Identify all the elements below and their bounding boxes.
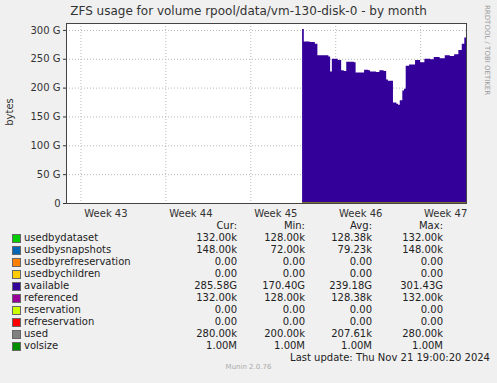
- html-text:0.00: 0.00: [420, 268, 443, 279]
- html-text:1.00M: 1.00M: [412, 340, 443, 351]
- svg-text:Week 43: Week 43: [84, 208, 127, 219]
- svg-text:200 G: 200 G: [30, 82, 60, 93]
- html-text:bytes: bytes: [4, 98, 15, 126]
- html-text:usedbysnapshots: usedbysnapshots: [24, 244, 112, 255]
- html-text:148.00k: 148.00k: [402, 244, 443, 255]
- html-text:0.00: 0.00: [349, 304, 372, 315]
- svg-text:0: 0: [54, 198, 60, 209]
- html-text:Cur:: Cur:: [216, 220, 237, 231]
- svg-text:Week 45: Week 45: [254, 208, 297, 219]
- html-text:1.00M: 1.00M: [206, 340, 237, 351]
- html-text:0.00: 0.00: [214, 316, 237, 327]
- html-text:0.00: 0.00: [214, 256, 237, 267]
- html-text:0.00: 0.00: [214, 268, 237, 279]
- html-text:0.00: 0.00: [420, 256, 443, 267]
- html-text:239.18G: 239.18G: [329, 280, 372, 291]
- html-text:72.00k: 72.00k: [270, 244, 305, 255]
- html-text:Max:: Max:: [419, 220, 443, 231]
- html-text:0.00: 0.00: [349, 316, 372, 327]
- html-text:used: used: [24, 328, 49, 339]
- html-text:ZFS usage for volume rpool/dat: ZFS usage for volume rpool/data/vm-130-d…: [70, 4, 427, 18]
- html-text:available: available: [24, 280, 70, 291]
- html-text:referenced: referenced: [24, 292, 79, 303]
- html-text:128.38k: 128.38k: [331, 232, 372, 243]
- html-text:280.00k: 280.00k: [196, 328, 237, 339]
- html-text:0.00: 0.00: [282, 256, 305, 267]
- html-text:usedbychildren: usedbychildren: [24, 268, 101, 279]
- svg-text:Week 47: Week 47: [424, 208, 467, 219]
- html-text:128.38k: 128.38k: [331, 292, 372, 303]
- svg-text:100 G: 100 G: [30, 140, 60, 151]
- html-text:0.00: 0.00: [214, 304, 237, 315]
- html-text:128.00k: 128.00k: [264, 232, 305, 243]
- html-text:0.00: 0.00: [282, 304, 305, 315]
- html-text:0.00: 0.00: [349, 256, 372, 267]
- html-text:0.00: 0.00: [282, 268, 305, 279]
- html-text:0.00: 0.00: [420, 304, 443, 315]
- svg-text:50 G: 50 G: [37, 169, 61, 180]
- html-text:128.00k: 128.00k: [264, 292, 305, 303]
- svg-text:Week 46: Week 46: [339, 208, 382, 219]
- svg-text:150 G: 150 G: [30, 111, 60, 122]
- html-text:0.00: 0.00: [349, 268, 372, 279]
- html-text:0.00: 0.00: [282, 316, 305, 327]
- html-text:132.00k: 132.00k: [402, 292, 443, 303]
- html-text:301.43G: 301.43G: [400, 280, 443, 291]
- html-text:refreservation: refreservation: [24, 316, 95, 327]
- html-text:285.58G: 285.58G: [194, 280, 237, 291]
- html-text:volsize: volsize: [24, 340, 59, 351]
- html-text:132.00k: 132.00k: [196, 232, 237, 243]
- html-text:usedbyrefreservation: usedbyrefreservation: [24, 256, 131, 267]
- html-text:Last update: Thu Nov 21 19:00:: Last update: Thu Nov 21 19:00:20 2024: [290, 352, 490, 363]
- html-text:132.00k: 132.00k: [402, 232, 443, 243]
- html-text:1.00M: 1.00M: [341, 340, 372, 351]
- html-text:207.61k: 207.61k: [331, 328, 372, 339]
- html-text:79.23k: 79.23k: [337, 244, 372, 255]
- html-text:Munin 2.0.76: Munin 2.0.76: [225, 363, 272, 371]
- svg-text:300 G: 300 G: [30, 25, 60, 36]
- svg-text:Week 44: Week 44: [169, 208, 212, 219]
- html-text:132.00k: 132.00k: [196, 292, 237, 303]
- html-text:0.00: 0.00: [420, 316, 443, 327]
- html-text:Avg:: Avg:: [350, 220, 372, 231]
- html-text:Min:: Min:: [283, 220, 305, 231]
- svg-text:250 G: 250 G: [30, 53, 60, 64]
- html-text:200.00k: 200.00k: [264, 328, 305, 339]
- html-text:148.00k: 148.00k: [196, 244, 237, 255]
- html-text:170.40G: 170.40G: [262, 280, 305, 291]
- html-text:1.00M: 1.00M: [274, 340, 305, 351]
- html-text:reservation: reservation: [24, 304, 81, 315]
- html-text:RRDTOOL / TOBI OETIKER: RRDTOOL / TOBI OETIKER: [483, 5, 491, 96]
- html-text:280.00k: 280.00k: [402, 328, 443, 339]
- html-text:usedbydataset: usedbydataset: [24, 232, 99, 243]
